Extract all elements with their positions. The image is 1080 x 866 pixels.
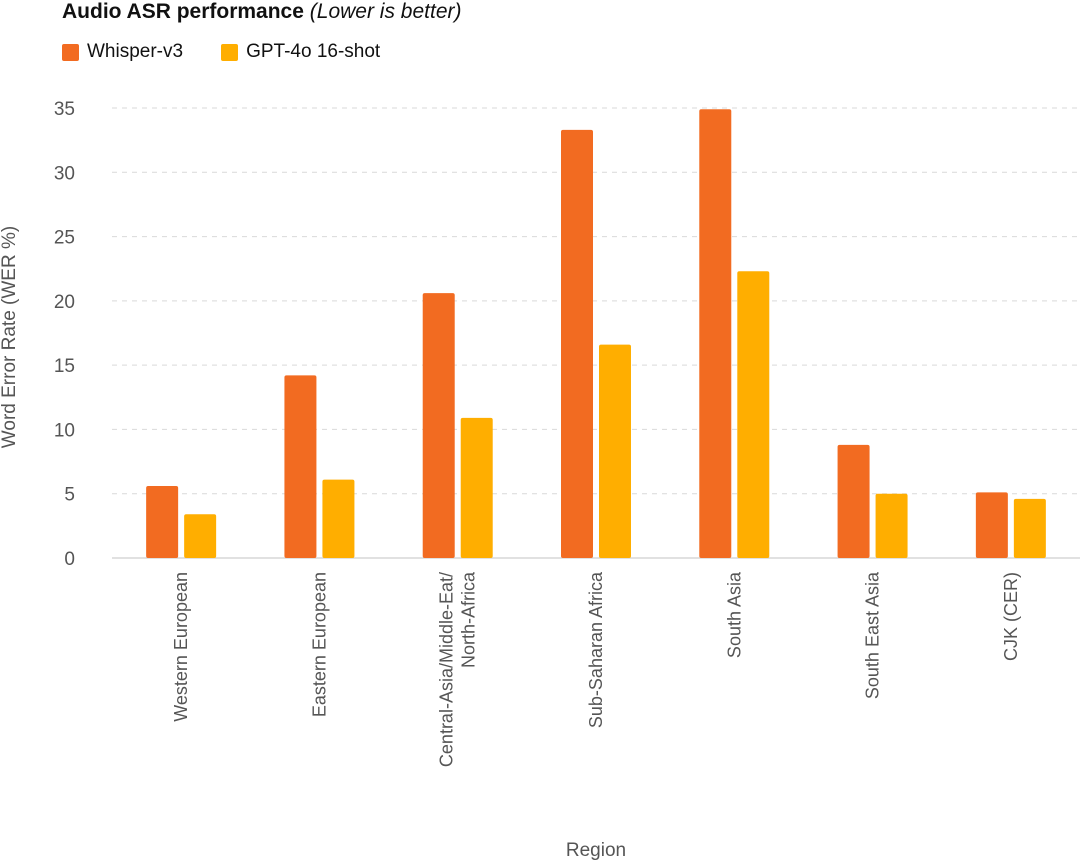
x-tick-label-line: South Asia	[724, 571, 744, 658]
y-tick-label: 35	[54, 99, 75, 120]
legend-item-whisper: Whisper-v3	[62, 41, 183, 63]
x-tick-label-line: Western European	[171, 572, 191, 722]
bar-gpt4o-1	[322, 479, 355, 558]
bar-gpt4o-2	[460, 417, 493, 558]
bar-gpt4o-3	[599, 344, 631, 558]
bar-gpt4o-5	[875, 493, 908, 558]
x-tick-label-line: North-Africa	[459, 571, 479, 668]
y-tick-label: 25	[54, 228, 75, 249]
bar-whisper-2	[422, 293, 455, 558]
y-tick-label: 15	[54, 356, 75, 377]
y-tick-label: 5	[64, 485, 75, 506]
legend: Whisper-v3 GPT-4o 16-shot	[62, 41, 418, 63]
chart-title-text: Audio ASR performance	[62, 0, 304, 23]
y-tick-label: 10	[54, 420, 75, 441]
x-tick-label: Sub-Saharan Africa	[586, 571, 606, 728]
x-tick-label: South East Asia	[863, 571, 883, 699]
y-axis-ticks: 0 5 10 15 20 25 30 35	[54, 99, 75, 570]
legend-label-gpt4o: GPT-4o 16-shot	[246, 41, 381, 62]
x-axis-title: Region	[566, 840, 626, 861]
bar-whisper-0	[146, 486, 179, 558]
bar-gpt4o-4	[737, 271, 770, 558]
gridlines	[112, 107, 1080, 559]
x-tick-label-line: South East Asia	[863, 571, 883, 699]
y-tick-label: 30	[54, 163, 75, 184]
legend-swatch-whisper	[62, 43, 79, 61]
x-tick-label-line: Eastern European	[309, 572, 329, 717]
legend-label-whisper: Whisper-v3	[87, 41, 184, 62]
bar-whisper-1	[284, 375, 317, 558]
x-tick-label: Eastern European	[309, 572, 329, 717]
bar-whisper-6	[975, 492, 1008, 558]
x-axis-labels: Western European Eastern European Central-…	[171, 571, 1021, 767]
x-tick-label: South Asia	[724, 571, 744, 658]
bar-gpt4o-0	[184, 514, 217, 558]
bar-whisper-3	[561, 129, 593, 558]
legend-swatch-gpt4o	[221, 43, 239, 61]
bar-whisper-5	[837, 444, 870, 558]
x-tick-label-line: Central-Asia/Middle-Eat/	[437, 572, 457, 767]
y-tick-label: 0	[64, 549, 75, 570]
bar-gpt4o-6	[1013, 498, 1046, 558]
chart-subtitle: (Lower is better)	[309, 0, 462, 23]
x-tick-label-line: CJK (CER)	[1001, 572, 1021, 661]
x-tick-label: CJK (CER)	[1001, 572, 1021, 661]
legend-item-gpt4o: GPT-4o 16-shot	[221, 41, 380, 63]
x-tick-label-line: Sub-Saharan Africa	[586, 571, 606, 728]
x-tick-label: Central-Asia/Middle-Eat/North-Africa	[437, 571, 479, 767]
y-tick-label: 20	[54, 292, 75, 313]
bars	[146, 109, 1046, 559]
x-tick-label: Western European	[171, 572, 191, 722]
bar-whisper-4	[699, 109, 732, 559]
chart-title: Audio ASR performance (Lower is better)	[62, 0, 461, 24]
y-axis-title: Word Error Rate (WER %)	[0, 226, 20, 448]
